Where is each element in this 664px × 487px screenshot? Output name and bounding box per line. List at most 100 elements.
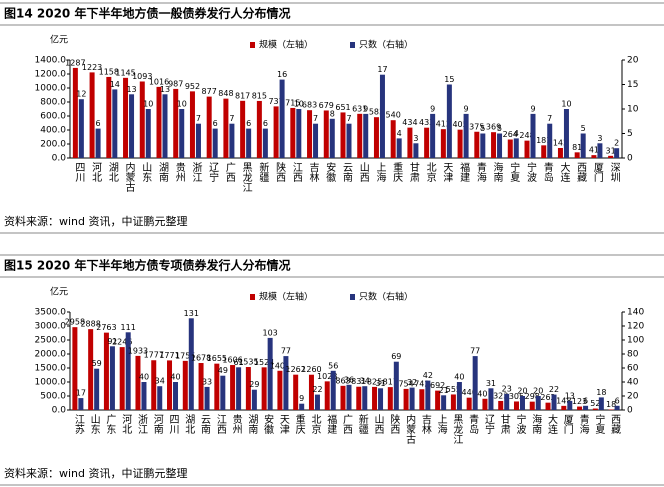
x-tick-label: 浙江	[135, 414, 147, 434]
bar	[457, 129, 463, 158]
x-tick-label: 青海	[577, 413, 589, 435]
bar	[167, 360, 173, 410]
bar	[591, 155, 597, 158]
value-label: 1262	[286, 365, 306, 374]
x-tick-label: 福建	[325, 413, 337, 434]
bar	[567, 400, 573, 410]
x-tick-label: 浙江	[190, 162, 202, 182]
bar	[72, 67, 78, 158]
x-tick-label: 贵州	[230, 413, 242, 434]
legend-swatch	[350, 294, 355, 300]
value-label: 1777	[144, 351, 164, 360]
bar	[162, 94, 168, 158]
value-label: 1145	[115, 68, 135, 77]
value-label: 375	[469, 122, 484, 131]
bar	[413, 143, 419, 158]
bar	[390, 120, 396, 158]
bar	[356, 386, 362, 410]
y2-tick-label: 120	[627, 322, 644, 332]
y2-tick-label: 100	[627, 336, 644, 346]
value-label: 405	[452, 120, 467, 129]
bar	[323, 110, 329, 158]
bar	[123, 77, 129, 158]
bar	[529, 401, 535, 410]
value-label: 817	[383, 378, 398, 387]
bar	[545, 402, 551, 410]
x-tick-label: 山东	[88, 414, 100, 434]
bar	[563, 109, 569, 158]
bar	[324, 381, 330, 410]
chart-title: 图14 2020 年下半年地方债一般债券发行人分布情况	[4, 6, 290, 21]
legend-swatch	[250, 42, 255, 48]
value-label: 6	[583, 396, 588, 405]
bar	[535, 396, 541, 410]
x-tick-label: 新疆	[257, 161, 269, 183]
bar	[547, 123, 553, 158]
value-label: 18	[606, 400, 616, 409]
x-tick-label: 湖北	[183, 414, 195, 434]
x-tick-label: 西藏	[575, 162, 587, 183]
value-label: 49	[218, 366, 228, 375]
bar	[251, 389, 257, 410]
value-label: 2888	[80, 320, 100, 329]
legend-label: 只数（右轴）	[359, 291, 413, 303]
value-label: 69	[391, 352, 401, 361]
value-label: 7	[196, 114, 201, 123]
value-label: 7	[313, 114, 318, 123]
value-label: 52	[590, 399, 600, 408]
y2-tick-label: 0	[627, 154, 633, 164]
bar	[419, 389, 425, 410]
x-tick-label: 辽宁	[207, 162, 219, 182]
bar	[173, 382, 179, 410]
bar	[261, 367, 267, 410]
y2-tick-label: 0	[627, 406, 633, 416]
value-label: 4	[514, 129, 519, 138]
value-label: 6	[213, 119, 218, 128]
value-label: 5	[497, 124, 502, 133]
bar	[119, 347, 125, 410]
x-tick-label: 重庆	[391, 161, 403, 183]
y-tick-label: 3000.0	[35, 322, 67, 332]
x-tick-label: 青岛	[541, 161, 553, 183]
x-tick-label: 贵州	[173, 161, 185, 182]
bar	[296, 109, 302, 158]
x-tick-label: 山西	[372, 414, 384, 434]
bar	[507, 139, 513, 158]
bar	[513, 401, 519, 410]
bar	[245, 367, 251, 410]
x-tick-label: 宁波	[514, 413, 526, 435]
value-label: 679	[319, 101, 334, 110]
bar	[156, 86, 162, 158]
x-tick-label: 深圳	[608, 162, 620, 182]
bar	[530, 113, 536, 158]
bar	[214, 363, 220, 410]
legend-swatch	[250, 294, 255, 300]
value-label: 6	[263, 119, 268, 128]
x-tick-label: 山东	[140, 162, 152, 182]
bar	[314, 394, 320, 410]
bar	[78, 398, 84, 410]
value-label: 815	[252, 91, 267, 100]
bar	[488, 388, 494, 410]
x-tick-label: 重庆	[293, 413, 305, 435]
value-label: 433	[419, 118, 434, 127]
source: 资料来源：wind 资讯，中证鹏元整理	[4, 466, 188, 480]
bar	[179, 109, 185, 158]
bar	[614, 405, 620, 410]
value-label: 9	[530, 104, 535, 113]
x-tick-label: 大连	[558, 161, 570, 183]
y2-tick-label: 15	[627, 80, 638, 90]
value-label: 5	[480, 124, 485, 133]
bar	[173, 88, 179, 158]
bar	[435, 390, 441, 410]
value-label: 440	[462, 388, 477, 397]
bar	[450, 394, 456, 410]
bar	[256, 100, 262, 158]
value-label: 1260	[301, 365, 321, 374]
y-tick-label: 1000.0	[35, 84, 67, 94]
bar	[157, 386, 163, 410]
x-tick-label: 河北	[90, 162, 102, 182]
x-tick-label: 云南	[199, 414, 211, 434]
legend-swatch	[350, 42, 355, 48]
bar	[466, 397, 472, 410]
